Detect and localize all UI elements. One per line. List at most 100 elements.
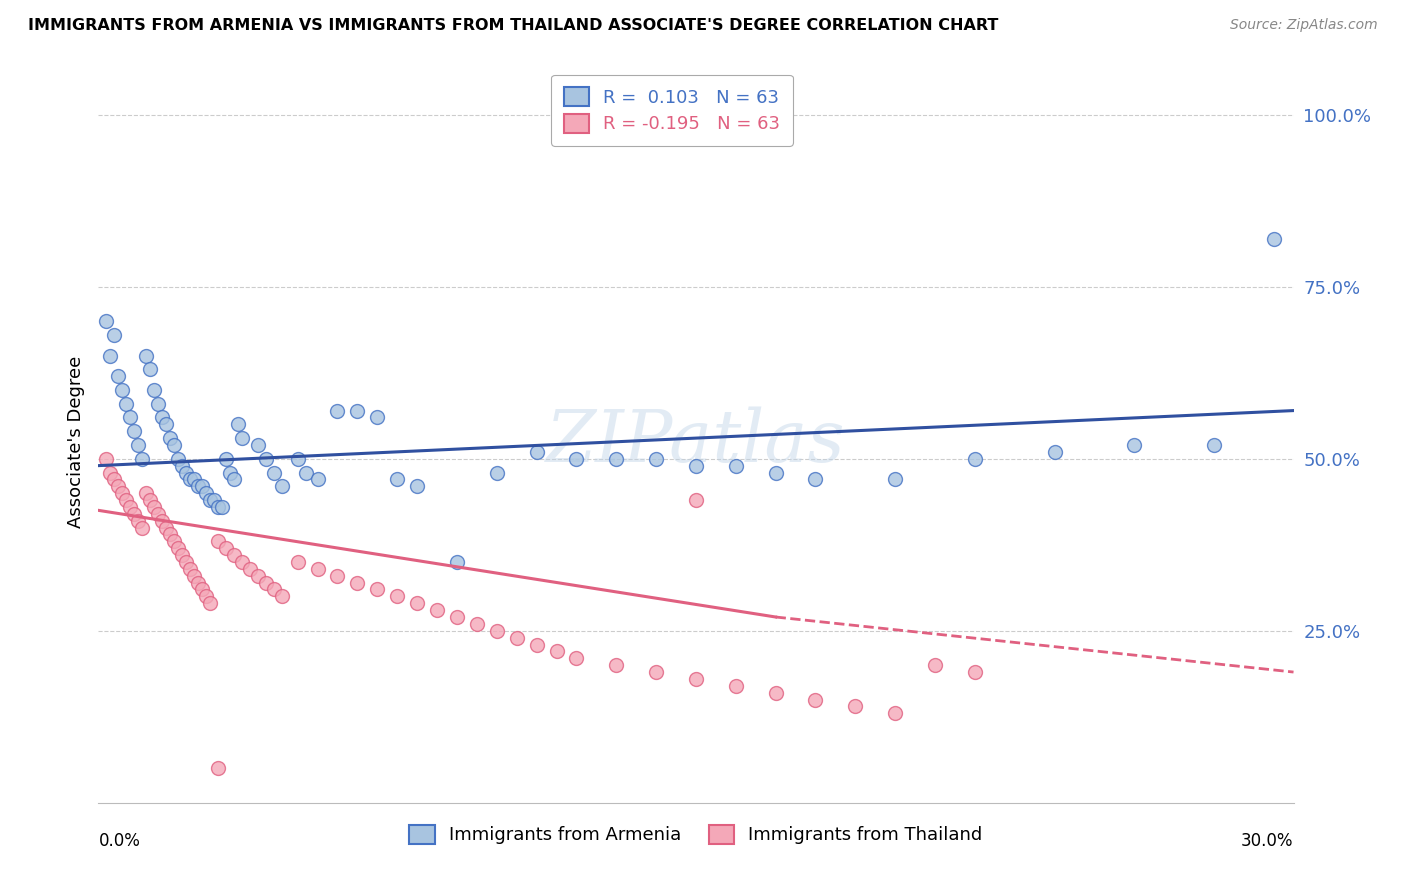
Point [426,603,449,617]
Point [270,479,292,493]
Point [307,472,329,486]
Point [765,466,787,480]
Point [219,466,242,480]
Point [207,761,229,775]
Point [187,575,209,590]
Point [565,451,588,466]
Point [884,472,907,486]
Text: Source: ZipAtlas.com: Source: ZipAtlas.com [1230,18,1378,32]
Point [685,672,707,686]
Point [167,541,190,556]
Point [131,451,153,466]
Point [645,665,668,679]
Point [107,479,129,493]
Point [96,314,118,328]
Point [96,451,118,466]
Point [605,451,627,466]
Point [246,568,269,582]
Point [127,438,149,452]
Point [263,466,285,480]
Point [187,479,209,493]
Point [526,638,548,652]
Point [884,706,907,721]
Point [231,555,253,569]
Point [963,665,986,679]
Point [465,616,488,631]
Point [163,534,186,549]
Point [111,383,134,397]
Point [103,472,125,486]
Point [804,692,827,706]
Point [254,575,277,590]
Point [195,590,218,604]
Y-axis label: Associate's Degree: Associate's Degree [66,355,84,528]
Point [685,493,707,508]
Point [406,479,429,493]
Point [211,500,233,514]
Point [270,590,292,604]
Point [135,486,157,500]
Point [159,527,181,541]
Point [263,582,285,597]
Point [307,562,329,576]
Point [172,458,194,473]
Point [765,686,787,700]
Text: 30.0%: 30.0% [1241,831,1294,850]
Point [963,451,986,466]
Point [326,403,349,417]
Point [131,520,153,534]
Point [111,486,134,500]
Point [124,424,146,438]
Point [139,493,162,508]
Point [226,417,249,432]
Point [198,596,221,610]
Point [804,472,827,486]
Point [155,417,177,432]
Point [565,651,588,665]
Point [172,548,194,562]
Point [155,520,177,534]
Point [485,624,508,638]
Point [685,458,707,473]
Point [191,582,214,597]
Legend: Immigrants from Armenia, Immigrants from Thailand: Immigrants from Armenia, Immigrants from… [402,818,990,852]
Point [254,451,277,466]
Point [844,699,866,714]
Point [174,466,197,480]
Text: ZIPatlas: ZIPatlas [546,406,846,477]
Point [143,383,166,397]
Point [406,596,429,610]
Point [326,568,349,582]
Point [207,500,229,514]
Point [202,493,225,508]
Point [115,397,138,411]
Point [183,472,205,486]
Point [1263,231,1285,245]
Point [239,562,262,576]
Point [98,466,122,480]
Point [159,431,181,445]
Point [605,658,627,673]
Point [231,431,253,445]
Point [924,658,946,673]
Point [150,514,173,528]
Point [207,534,229,549]
Point [179,472,201,486]
Point [107,369,129,384]
Point [485,466,508,480]
Point [195,486,218,500]
Point [148,397,170,411]
Point [191,479,214,493]
Point [124,507,146,521]
Point [385,590,409,604]
Point [127,514,149,528]
Point [287,451,309,466]
Point [198,493,221,508]
Point [183,568,205,582]
Point [546,644,568,658]
Point [246,438,269,452]
Point [446,555,468,569]
Point [346,403,368,417]
Point [135,349,157,363]
Point [1043,445,1066,459]
